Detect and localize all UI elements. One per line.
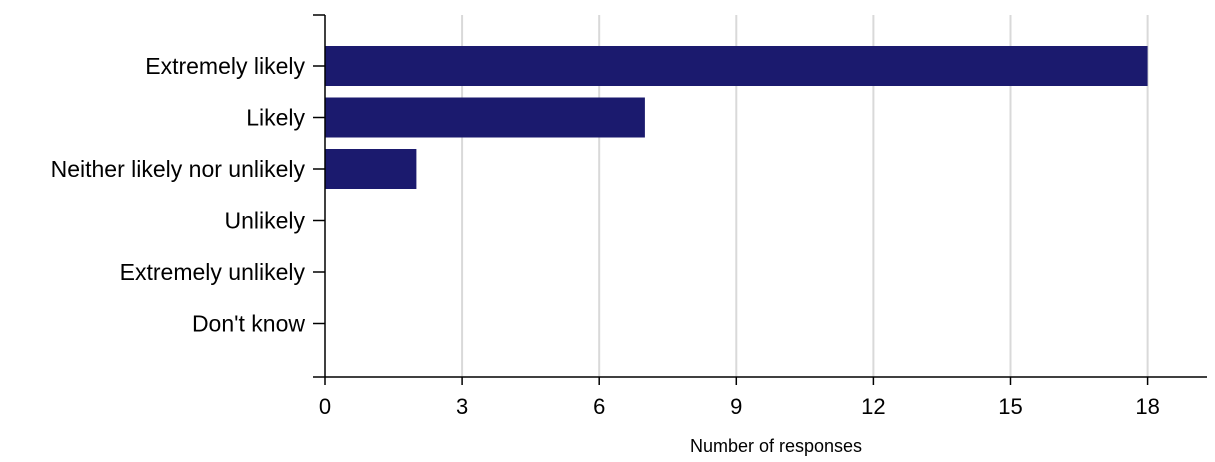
x-tick-label: 12	[861, 394, 885, 419]
bar	[325, 149, 417, 189]
bar	[325, 97, 645, 138]
bars	[325, 46, 1148, 189]
category-label: Neither likely nor unlikely	[51, 156, 306, 182]
x-tick-label: 6	[593, 394, 605, 419]
bar	[325, 46, 1148, 86]
category-label: Don't know	[192, 311, 305, 337]
category-label: Likely	[246, 105, 305, 131]
x-tick-label: 15	[998, 394, 1022, 419]
category-label: Extremely unlikely	[120, 259, 306, 285]
x-axis-title: Number of responses	[690, 436, 862, 456]
category-label: Extremely likely	[145, 53, 305, 79]
x-tick-label: 18	[1135, 394, 1159, 419]
axes	[324, 15, 1207, 378]
x-tick-label: 9	[730, 394, 742, 419]
category-label: Unlikely	[224, 208, 305, 234]
labels: 0 3 6 9 12 15 18 Extremely likely Likely Neither …	[51, 53, 1160, 419]
x-tick-label: 0	[319, 394, 331, 419]
x-tick-label: 3	[456, 394, 468, 419]
